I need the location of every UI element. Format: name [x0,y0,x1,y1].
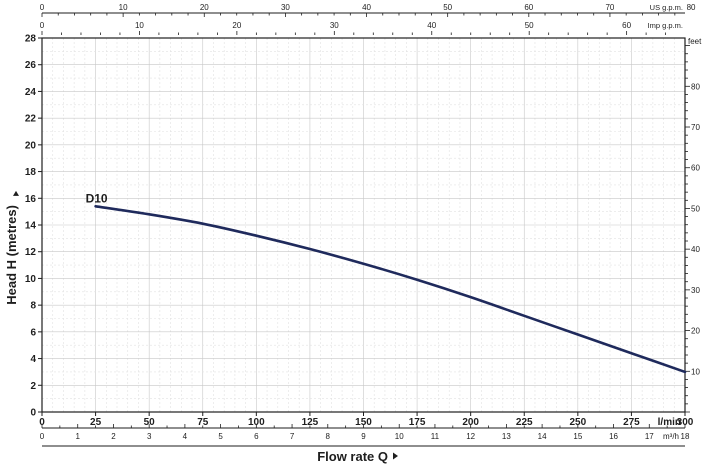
x-tick-label: 125 [302,417,319,428]
y-tick-label: 16 [25,194,37,205]
series-line-d10 [94,205,687,374]
x-tick-label: 100 [248,417,265,428]
m3h-tick-label: 4 [183,432,188,441]
feet-tick-label: 50 [691,204,700,213]
imp-gpm-tick-label: 30 [330,21,339,30]
us-gpm-tick-label: 50 [443,3,452,12]
us-gpm-tick-label: 0 [40,3,45,12]
m3h-tick-label: 16 [609,432,618,441]
y-tick-label: 0 [30,408,36,419]
imp-gpm-tick-label: 20 [232,21,241,30]
us-gpm-tick-label: 10 [119,3,128,12]
feet-tick-label: 30 [691,286,700,295]
m3h-tick-label: 2 [111,432,116,441]
y-tick-label: 6 [30,327,36,338]
m3h-tick-label: 0 [40,432,45,441]
y-axis-title: Head H (metres) [4,205,19,305]
feet-tick-label: 10 [691,367,700,376]
x-tick-label: 150 [355,417,372,428]
us-gpm-tick-label: 60 [524,3,533,12]
x-tick-label: 75 [197,417,209,428]
m3h-tick-label: 12 [466,432,475,441]
m3h-tick-label: 1 [75,432,80,441]
y-tick-label: 24 [25,87,37,98]
x-tick-label: 25 [90,417,102,428]
x-tick-label: 275 [623,417,640,428]
x-tick-label: 300 [677,417,694,428]
y-tick-label: 10 [25,274,37,285]
feet-tick-label: 20 [691,327,700,336]
m3h-tick-label: 10 [395,432,404,441]
grid [41,37,686,413]
m3h-tick-label: 8 [326,432,331,441]
m3h-tick-label: 17 [645,432,654,441]
m3h-unit-label: m³/h [663,432,679,441]
y-tick-label: 18 [25,167,37,178]
feet-tick-label: 70 [691,123,700,132]
feet-tick-label: 40 [691,245,700,254]
m3h-tick-label: 7 [290,432,295,441]
x-tick-label: 50 [144,417,156,428]
m3h-tick-label: 13 [502,432,511,441]
series: D10 [86,191,687,374]
us-gpm-tick-label: 70 [605,3,614,12]
x-axis-title: Flow rate Q [317,449,388,464]
imp-gpm-tick-label: 50 [525,21,534,30]
m3h-tick-label: 3 [147,432,152,441]
series-label: D10 [86,191,108,205]
y-tick-label: 4 [30,354,36,365]
imp-gpm-unit-label: Imp g.p.m. [648,21,683,30]
y-tick-label: 2 [30,381,36,392]
m3h-tick-label: 18 [681,432,690,441]
us-gpm-tick-label: 30 [281,3,290,12]
us-gpm-tick-label: 80 [687,3,696,12]
x-tick-label: 200 [462,417,479,428]
m3h-tick-label: 6 [254,432,259,441]
y-tick-label: 28 [25,34,37,45]
x-tick-label: 0 [39,417,45,428]
y-tick-label: 20 [25,140,37,151]
us-gpm-unit-label: US g.p.m. [650,3,683,12]
feet-tick-label: 80 [691,82,700,91]
imp-gpm-tick-label: 60 [622,21,631,30]
m3h-tick-label: 15 [573,432,582,441]
x-unit-label: l/min [658,417,681,428]
imp-gpm-tick-label: 0 [40,21,45,30]
feet-unit-label: feet [688,37,702,46]
y-tick-label: 12 [25,247,37,258]
m3h-tick-label: 9 [361,432,366,441]
y-tick-label: 22 [25,114,37,125]
m3h-tick-label: 14 [538,432,547,441]
x-tick-label: 225 [516,417,533,428]
us-gpm-tick-label: 20 [200,3,209,12]
imp-gpm-tick-label: 40 [427,21,436,30]
y-tick-label: 26 [25,60,37,71]
us-gpm-tick-label: 40 [362,3,371,12]
m3h-tick-label: 5 [218,432,223,441]
feet-tick-label: 60 [691,164,700,173]
y-tick-label: 8 [30,301,36,312]
y-axis-title-arrow-icon [13,190,19,196]
x-axis-title-arrow-icon [393,452,398,460]
x-tick-label: 175 [409,417,426,428]
x-tick-label: 250 [569,417,586,428]
m3h-tick-label: 11 [431,432,440,441]
y-tick-label: 14 [25,221,37,232]
imp-gpm-tick-label: 10 [135,21,144,30]
